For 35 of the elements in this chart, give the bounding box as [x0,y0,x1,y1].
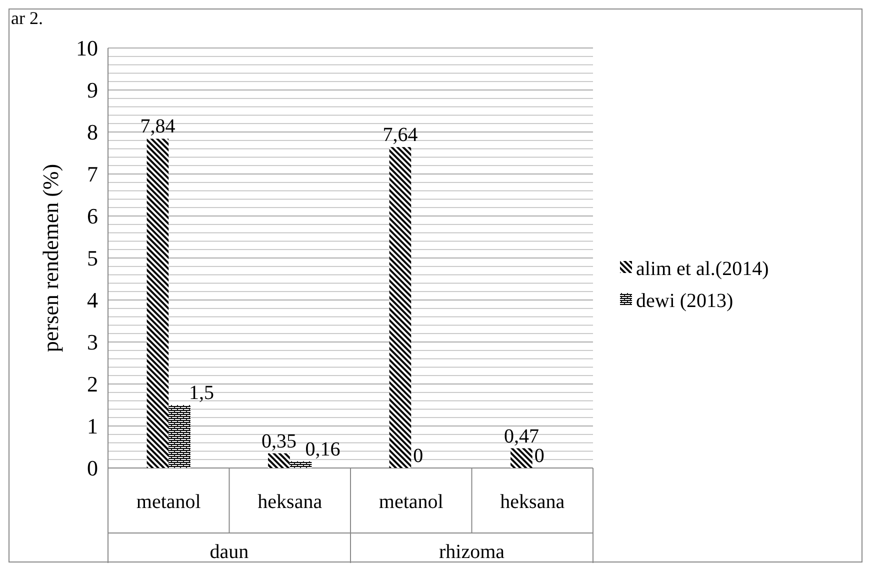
y-tick-label: 0 [87,456,98,481]
y-tick-label: 8 [87,120,98,145]
x-tick-label: metanol [136,491,202,513]
data-label: 1,5 [189,382,214,404]
y-tick-label: 6 [87,204,98,229]
x-tick-label: heksana [500,491,565,513]
text: ar 2. [11,8,43,28]
y-axis-title: persen rendemen (%) [38,164,63,352]
y-tick-label: 4 [87,288,98,313]
legend-label: dewi (2013) [636,290,734,312]
bar [290,461,312,468]
legend-label: alim et al.(2014) [636,258,769,280]
text: daun [210,541,249,563]
data-label: 0,35 [261,430,296,452]
y-tick-label: 3 [87,330,98,355]
y-tick-label: 10 [76,36,98,61]
x-tick-label: heksana [258,491,322,513]
x-tick-label: metanol [378,491,444,513]
data-label: 0 [413,445,424,467]
y-tick-label: 7 [87,162,98,187]
bar [268,453,290,468]
bar [510,448,532,468]
text: rhizoma [438,541,505,563]
y-tick-label: 1 [87,414,98,439]
bar [168,405,190,468]
y-tick-label: 5 [87,246,98,271]
data-label: 7,84 [140,116,176,138]
data-label: 7,64 [382,124,418,146]
y-tick-label: 2 [87,372,98,397]
bar [146,138,169,468]
data-label: 0,16 [305,438,340,460]
bar [389,147,412,468]
y-tick-label: 9 [87,78,98,103]
data-label: 0 [534,445,544,467]
data-label: 0,47 [504,425,539,448]
